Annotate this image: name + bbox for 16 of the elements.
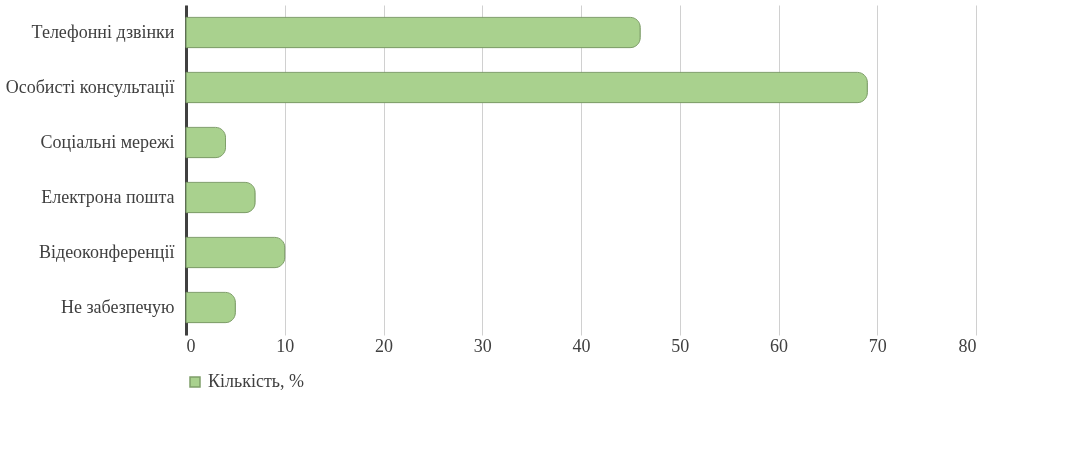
y-tick-label: Електрона пошта [41, 186, 175, 207]
x-tick-label: 80 [958, 335, 977, 356]
y-tick-label: Особисті консультації [5, 76, 175, 97]
x-tick-label: 20 [375, 335, 393, 356]
y-tick-label: Телефонні дзвінки [31, 21, 175, 42]
x-tick-label: 0 [186, 335, 196, 356]
legend-label: Кількість, % [208, 371, 305, 391]
x-tick-label: 10 [276, 335, 295, 356]
y-tick-label: Соціальні мережі [40, 131, 175, 152]
x-tick-label: 60 [770, 335, 788, 356]
x-tick-label: 40 [572, 335, 591, 356]
x-tick-label: 50 [671, 335, 690, 356]
y-tick-label: Відеоконференції [38, 241, 175, 262]
x-tick-label: 70 [868, 335, 887, 356]
y-tick-label: Не забезпечую [60, 296, 175, 317]
x-tick-label: 30 [473, 335, 492, 356]
